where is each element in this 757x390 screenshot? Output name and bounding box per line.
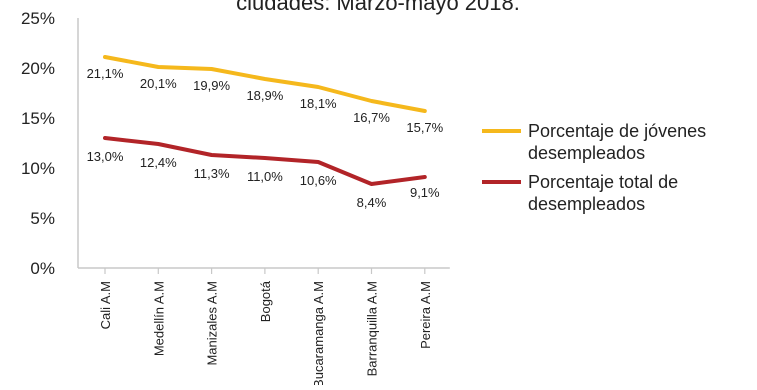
x-tick-label: Cali A.M <box>98 281 113 329</box>
legend-label: desempleados <box>528 194 645 214</box>
data-label: 18,9% <box>246 88 283 103</box>
data-label: 20,1% <box>140 76 177 91</box>
y-tick-label: 10% <box>21 159 55 178</box>
data-label: 8,4% <box>357 195 387 210</box>
data-label: 13,0% <box>87 149 124 164</box>
y-tick-label: 20% <box>21 59 55 78</box>
chart-title: ciudades: Marzo-mayo 2018. <box>236 0 520 15</box>
data-label: 9,1% <box>410 185 440 200</box>
legend-label: Porcentaje de jóvenes <box>528 121 706 141</box>
x-tick-label: Medellín A.M <box>151 281 166 356</box>
data-label: 11,3% <box>194 166 230 181</box>
data-label: 19,9% <box>193 78 230 93</box>
data-label: 16,7% <box>353 110 390 125</box>
series-line-total <box>103 136 427 186</box>
x-tick-label: Barranquilla A.M <box>365 281 380 376</box>
legend-label: desempleados <box>528 143 645 163</box>
x-tick-label: Manizales A.M <box>205 281 220 366</box>
data-label: 10,6% <box>300 173 337 188</box>
x-tick-label: Pereira A.M <box>418 281 433 349</box>
data-label: 15,7% <box>406 120 443 135</box>
data-label: 18,1% <box>300 96 337 111</box>
data-label: 11,0% <box>247 169 283 184</box>
x-tick-label: Bogotá <box>258 280 273 322</box>
y-tick-label: 25% <box>21 9 55 28</box>
series-line-jovenes <box>103 55 427 113</box>
y-tick-label: 15% <box>21 109 55 128</box>
y-tick-label: 0% <box>30 259 55 278</box>
y-tick-label: 5% <box>30 209 55 228</box>
data-label: 21,1% <box>87 66 124 81</box>
legend-label: Porcentaje total de <box>528 172 678 192</box>
data-label: 12,4% <box>140 155 177 170</box>
x-tick-label: Bucaramanga A.M <box>311 281 326 385</box>
